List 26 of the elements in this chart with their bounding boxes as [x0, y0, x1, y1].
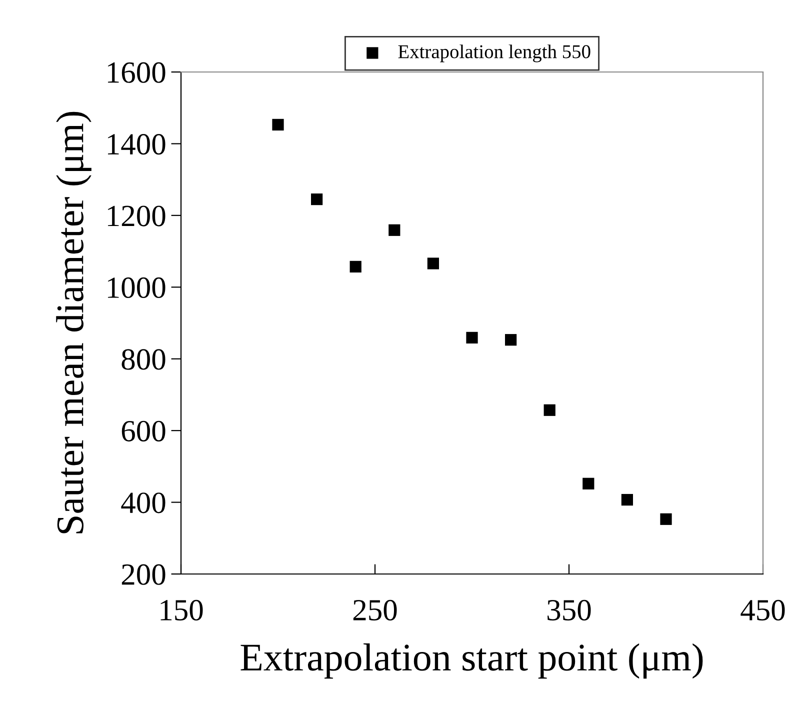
point: [621, 494, 634, 506]
y-tick-label: 200: [122, 564, 166, 585]
point: [504, 334, 517, 346]
y-tick-label: 600: [122, 420, 166, 442]
point: [350, 260, 362, 273]
x-tick-label: 150: [160, 600, 203, 621]
y-axis-title: Sauter mean diameter (μm): [56, 112, 92, 534]
y-tick-label: 1200: [108, 206, 166, 226]
y-tick-label: 400: [121, 492, 166, 514]
point: [582, 478, 594, 490]
legend-label: Extrapolation length 550: [398, 44, 590, 62]
point: [272, 118, 284, 131]
x-axis-title: Extrapolation start point (μm): [240, 643, 703, 679]
point: [466, 332, 478, 344]
x-tick-label: 450: [740, 600, 785, 621]
y-tick-label: 800: [122, 349, 166, 370]
y-tick-label: 1000: [108, 277, 166, 298]
point: [388, 224, 400, 236]
x-tick-label: 350: [548, 600, 591, 621]
point: [544, 404, 556, 416]
point: [310, 193, 323, 206]
point: [427, 258, 440, 270]
y-tick-label: 1400: [108, 134, 166, 155]
y-tick-label: 1600: [108, 62, 166, 83]
point: [660, 513, 672, 525]
x-tick-label: 250: [353, 600, 397, 621]
